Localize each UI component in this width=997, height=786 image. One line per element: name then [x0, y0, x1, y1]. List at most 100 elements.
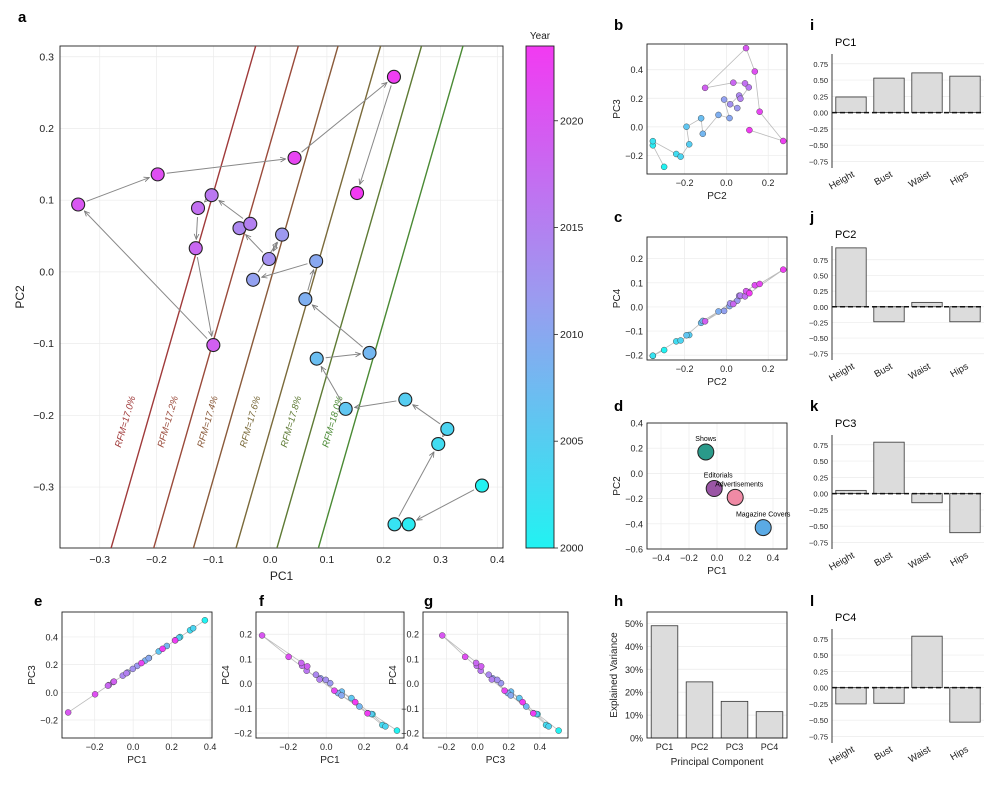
year-point: [730, 300, 737, 308]
bar: [650, 625, 679, 739]
y-tick-label: 0.00: [813, 490, 828, 499]
panel-label-i: i: [810, 17, 814, 34]
y-tick-label: 0.25: [813, 92, 828, 101]
rfm-label: RFM=17.8%: [279, 394, 304, 449]
bar: [755, 711, 784, 739]
category-label: Magazine Covers: [736, 512, 791, 519]
y-tick-label: 10%: [625, 711, 643, 721]
rfm-isoline: [192, 46, 339, 548]
panel-g-chart: −0.2 0.0 0.2 0.4 −0.2 −0.1 0.0 0.1 0.2 PC3 PC4: [388, 611, 569, 766]
year-point: [726, 114, 733, 122]
y-tick-label: −0.50: [809, 334, 828, 343]
year-point: [348, 694, 355, 702]
y-tick-label: −0.75: [809, 350, 828, 359]
category-point: [697, 443, 715, 461]
bar: [949, 687, 981, 723]
y-tick-label: 0.00: [813, 109, 828, 118]
x-tick-label: −0.2: [146, 554, 167, 566]
panel-h-chart: 0% 10% 20% 30% 40% 50% PC1 PC2 PC3 PC4 Principal C…: [609, 611, 788, 768]
year-point: [488, 676, 496, 683]
x-tick-label: Waist: [907, 361, 933, 382]
year-point: [71, 197, 86, 212]
trajectory-arrow: [321, 366, 342, 402]
x-tick-label: 0.4: [396, 742, 409, 752]
y-tick-label: −0.50: [809, 716, 828, 725]
year-point: [780, 137, 787, 145]
year-point: [751, 68, 759, 75]
y-tick-label: −0.2: [625, 151, 643, 161]
trajectory-arrow: [196, 256, 211, 336]
panel-k-chart: PC3 −0.75 −0.50 −0.25 0.00 0.25 0.50 0.75 Height…: [809, 418, 984, 573]
year-point: [275, 227, 290, 242]
year-point: [507, 692, 515, 699]
y-tick-label: 0.2: [239, 630, 252, 640]
x-tick-label: 0.2: [762, 364, 775, 374]
y-tick-label: 0.75: [813, 60, 828, 69]
year-point: [91, 691, 99, 698]
colorbar-title: Year: [530, 31, 551, 42]
year-point: [331, 687, 338, 694]
year-point: [697, 115, 705, 122]
y-tick-label: 0.25: [813, 473, 828, 482]
x-tick-label: 0.2: [165, 742, 178, 752]
y-tick-label: −0.25: [809, 125, 828, 134]
y-tick-label: 0.2: [630, 444, 643, 454]
y-tick-label: 0.0: [239, 679, 252, 689]
panel-c-chart: −0.2 0.0 0.2 −0.2 −0.1 0.0 0.1 0.2 PC2 PC4: [612, 236, 788, 388]
rfm-label: RFM=18.0%: [320, 394, 345, 449]
year-point: [349, 185, 365, 201]
colorbar-tick-label: 2015: [560, 222, 584, 234]
x-tick-label: 0.0: [720, 364, 733, 374]
year-point: [501, 687, 508, 694]
y-tick-label: −0.1: [625, 327, 643, 337]
x-tick-label: 0.4: [490, 554, 505, 566]
x-tick-label: PC1: [656, 742, 674, 752]
panel-label-f: f: [259, 593, 265, 610]
trajectory-arrow: [413, 405, 441, 425]
year-point: [258, 632, 266, 639]
x-tick-label: 0.4: [204, 742, 217, 752]
y-tick-label: 0.4: [630, 65, 643, 75]
year-point: [737, 95, 744, 102]
year-point: [312, 671, 320, 678]
y-tick-label: 0.4: [45, 632, 58, 642]
x-tick-label: Height: [827, 744, 857, 767]
year-point: [382, 723, 389, 730]
trajectory-arrow: [325, 354, 361, 359]
rfm-label: RFM=17.6%: [238, 394, 263, 449]
year-point: [660, 163, 668, 171]
panel-label-a: a: [18, 9, 27, 26]
year-point: [439, 632, 446, 639]
y-tick-label: 0.0: [45, 688, 58, 698]
x-tick-label: 0.0: [320, 742, 333, 752]
trajectory-arrow: [219, 201, 244, 219]
x-tick-label: −0.2: [279, 742, 297, 752]
x-tick-label: Bust: [873, 361, 895, 380]
year-point: [494, 676, 501, 684]
x-tick-label: PC4: [761, 742, 779, 752]
plot-frame: [646, 236, 788, 361]
year-point: [726, 101, 734, 108]
trajectory-arrow: [360, 85, 392, 184]
year-point: [316, 676, 323, 683]
y-tick-label: 0.75: [813, 256, 828, 265]
y-tick-label: −0.25: [809, 506, 828, 515]
trajectory-line: [652, 47, 785, 168]
rfm-isoline: [153, 46, 299, 548]
y-tick-label: −0.3: [33, 482, 54, 494]
x-axis-label: Principal Component: [671, 757, 764, 768]
year-point: [338, 401, 353, 416]
year-point: [398, 392, 413, 407]
y-tick-label: 0.4: [630, 419, 643, 429]
x-tick-label: −0.2: [676, 178, 694, 188]
panel-title: PC2: [835, 229, 856, 241]
x-tick-label: −0.2: [86, 742, 104, 752]
trajectory-arrow: [205, 201, 206, 202]
colorbar-tick-label: 2005: [560, 436, 584, 448]
year-point: [555, 727, 562, 734]
y-tick-label: 0.2: [630, 94, 643, 104]
trajectory-arrow: [86, 178, 150, 202]
colorbar: [525, 45, 555, 549]
year-point: [145, 654, 152, 662]
